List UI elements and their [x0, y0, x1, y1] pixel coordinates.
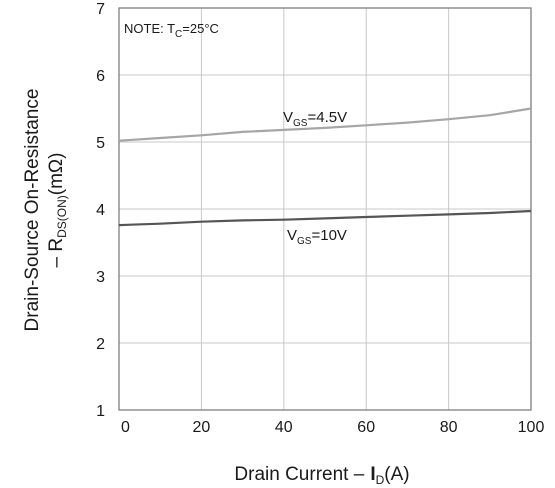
y-tick-label: 5 [96, 135, 105, 152]
series-label-vgs-10v: VGS=10V [287, 227, 347, 247]
y-tick-label: 4 [96, 202, 105, 219]
y-axis-title-line2-group: – RDS(ON)(mΩ) [46, 153, 69, 268]
y-tick-label: 2 [96, 336, 105, 353]
x-tick-label: 40 [275, 419, 293, 436]
grid [119, 8, 531, 410]
y-axis-title-line1: Drain-Source On-Resistance [22, 89, 43, 332]
series-label-vgs-4-5v: VGS=4.5V [283, 109, 347, 129]
series-line-vgs-4-5v [118, 107, 532, 142]
y-axis-title: Drain-Source On-Resistance [22, 89, 43, 332]
plot-frame [118, 7, 532, 411]
y-tick-label: 6 [96, 68, 105, 85]
tick-labels: 0 20 40 60 80 100 1 2 3 4 5 6 7 [96, 1, 544, 436]
series-line-vgs-10v [118, 209, 532, 227]
y-axis-title-line2: – RDS(ON)(mΩ) [46, 153, 69, 268]
note-label: NOTE: TC=25°C [124, 21, 219, 40]
x-tick-label: 60 [357, 419, 375, 436]
x-tick-label: 80 [440, 419, 458, 436]
series-layer [118, 107, 532, 227]
x-tick-label: 20 [193, 419, 211, 436]
x-tick-label: 100 [518, 419, 545, 436]
y-tick-label: 3 [96, 269, 105, 286]
x-tick-label: 0 [121, 419, 130, 436]
y-tick-label: 1 [96, 403, 105, 420]
y-tick-label: 7 [96, 1, 105, 18]
x-axis-title: Drain Current – ID(A) [234, 464, 409, 487]
